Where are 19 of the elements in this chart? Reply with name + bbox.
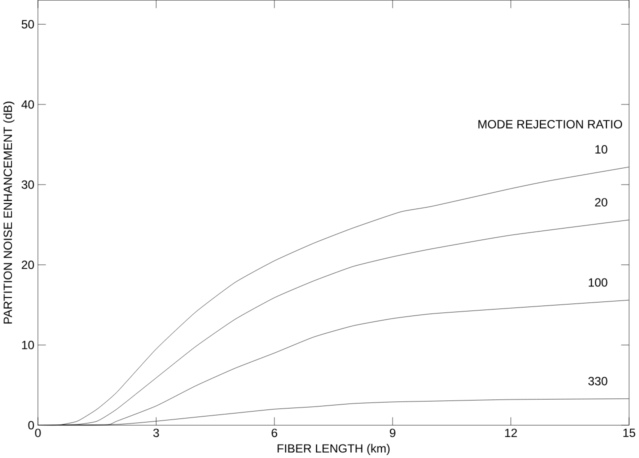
y-axis-title: PARTITION NOISE ENHANCEMENT (dB) (3, 101, 14, 324)
y-tick-label: 0 (28, 420, 34, 430)
series-label: 20 (595, 198, 608, 206)
y-tick-label: 20 (22, 260, 34, 269)
x-tick-label: 9 (390, 428, 396, 437)
y-tick-label: 40 (21, 100, 34, 108)
x-tick-label: 0 (35, 428, 41, 437)
x-tick-label: 6 (272, 428, 278, 437)
x-axis-title: FIBER LENGTH (km) (278, 444, 390, 455)
y-tick-label: 30 (22, 180, 34, 189)
y-tick-label: 10 (22, 340, 34, 350)
x-tick-label: 12 (505, 428, 517, 437)
legend-title: MODE REJECTION RATIO (478, 120, 622, 128)
series-label: 100 (588, 278, 608, 287)
series-label: 330 (588, 376, 608, 386)
x-tick-label: 3 (153, 428, 159, 437)
series-label: 10 (595, 145, 608, 154)
x-tick-label: 15 (623, 428, 636, 437)
y-tick-label: 50 (22, 20, 34, 28)
